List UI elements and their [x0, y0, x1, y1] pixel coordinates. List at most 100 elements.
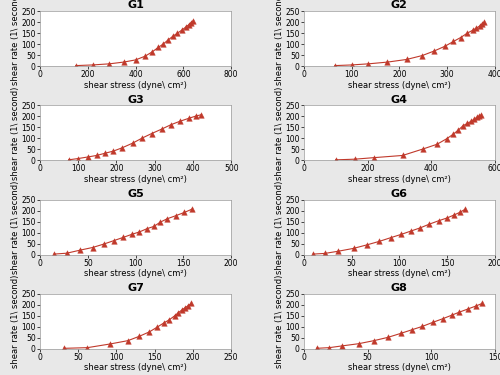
X-axis label: shear stress (dyne\ cm²): shear stress (dyne\ cm²)	[348, 269, 451, 278]
Point	[364, 61, 372, 67]
Point	[180, 209, 188, 215]
Title: G3: G3	[127, 95, 144, 105]
Point	[148, 130, 156, 136]
Title: G7: G7	[127, 283, 144, 293]
Point	[187, 20, 195, 26]
Point	[60, 345, 68, 351]
Point	[106, 341, 114, 347]
Point	[159, 41, 167, 47]
Point	[448, 312, 456, 318]
Point	[190, 18, 198, 24]
Point	[456, 309, 464, 315]
Point	[106, 61, 114, 67]
Point	[312, 345, 320, 351]
Point	[363, 242, 371, 248]
Point	[387, 235, 395, 241]
Point	[464, 120, 471, 126]
Point	[443, 215, 451, 221]
X-axis label: shear stress (dyne\ cm²): shear stress (dyne\ cm²)	[84, 269, 187, 278]
Point	[136, 333, 143, 339]
Point	[470, 116, 478, 122]
Point	[185, 115, 193, 121]
Point	[124, 338, 132, 344]
Point	[110, 238, 118, 244]
Y-axis label: shear rate (1\ second): shear rate (1\ second)	[11, 180, 20, 274]
Point	[407, 228, 415, 234]
Point	[143, 226, 151, 232]
X-axis label: shear stress (dyne\ cm²): shear stress (dyne\ cm²)	[84, 81, 187, 90]
Point	[192, 113, 200, 119]
Point	[118, 145, 126, 151]
Point	[384, 59, 392, 65]
Point	[478, 21, 486, 27]
Y-axis label: shear rate (1\ second): shear rate (1\ second)	[275, 0, 284, 86]
Title: G5: G5	[127, 189, 144, 199]
Point	[110, 148, 118, 154]
Point	[136, 229, 143, 235]
Point	[476, 113, 484, 119]
Point	[128, 140, 136, 146]
Point	[418, 53, 426, 58]
Y-axis label: shear rate (1\ second): shear rate (1\ second)	[275, 274, 284, 368]
Point	[172, 213, 179, 219]
Point	[174, 30, 182, 36]
Point	[334, 248, 342, 254]
Point	[442, 136, 450, 142]
Point	[182, 24, 190, 30]
Title: G6: G6	[391, 189, 408, 199]
Y-axis label: shear rate (1\ second): shear rate (1\ second)	[11, 274, 20, 368]
Point	[370, 154, 378, 160]
Point	[128, 231, 136, 237]
Point	[310, 251, 318, 257]
Point	[376, 238, 384, 244]
Point	[464, 306, 472, 312]
Point	[141, 53, 149, 59]
Point	[88, 244, 96, 250]
Point	[50, 251, 58, 257]
Point	[384, 334, 392, 340]
Point	[473, 114, 481, 120]
Point	[158, 126, 166, 132]
Point	[182, 304, 190, 310]
Title: G1: G1	[127, 0, 144, 10]
Point	[433, 141, 441, 147]
Point	[462, 206, 469, 212]
Title: G2: G2	[391, 0, 408, 10]
Point	[434, 218, 442, 224]
Point	[331, 63, 339, 69]
Point	[196, 112, 204, 118]
Point	[64, 157, 72, 163]
Point	[88, 62, 96, 68]
Point	[321, 251, 329, 257]
Point	[454, 127, 462, 133]
Point	[63, 250, 71, 256]
Point	[72, 63, 80, 69]
Point	[163, 216, 171, 222]
Point	[146, 329, 154, 335]
Point	[84, 345, 92, 351]
Point	[430, 48, 438, 54]
Point	[354, 341, 362, 347]
Point	[456, 34, 464, 40]
X-axis label: shear stress (dyne\ cm²): shear stress (dyne\ cm²)	[84, 175, 187, 184]
Point	[148, 49, 156, 55]
Point	[450, 212, 458, 218]
Point	[438, 316, 446, 322]
Point	[459, 123, 467, 129]
Point	[156, 219, 164, 225]
X-axis label: shear stress (dyne\ cm²): shear stress (dyne\ cm²)	[348, 175, 451, 184]
Point	[101, 150, 109, 156]
Point	[456, 209, 464, 215]
Point	[476, 23, 484, 29]
Point	[150, 224, 158, 230]
Point	[100, 241, 108, 247]
Point	[348, 62, 356, 68]
Point	[468, 27, 476, 33]
Point	[398, 231, 406, 237]
Point	[132, 57, 140, 63]
Y-axis label: shear rate (1\ second): shear rate (1\ second)	[275, 86, 284, 180]
Point	[164, 37, 172, 43]
Point	[464, 30, 471, 36]
Point	[326, 345, 334, 351]
Point	[467, 118, 475, 124]
